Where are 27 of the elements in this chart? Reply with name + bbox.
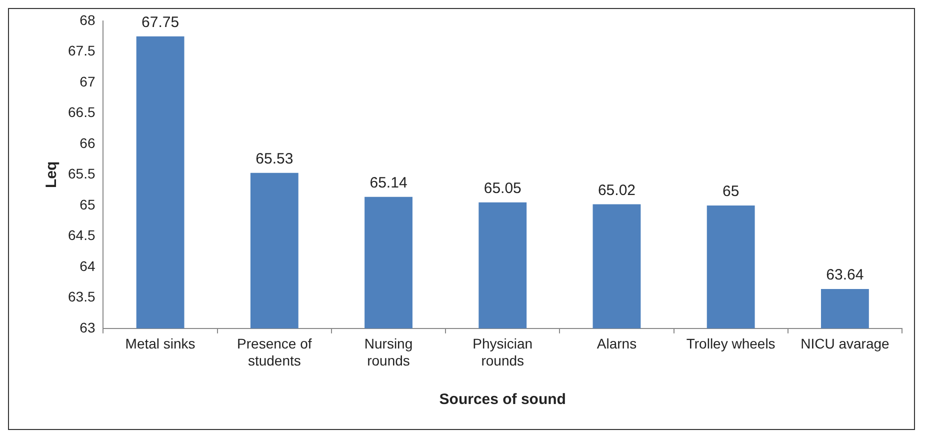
data-label: 65.53: [256, 150, 294, 168]
y-tick-label: 64.5: [68, 227, 96, 244]
y-tick-label: 65.5: [68, 166, 96, 182]
y-tick-label: 68: [80, 12, 96, 28]
x-tick-label: Alarns: [596, 336, 637, 352]
y-tick-label: 66: [80, 134, 96, 151]
y-tick-label: 67: [80, 73, 96, 90]
data-label: 65.05: [484, 180, 522, 198]
y-tick-label: 65: [80, 196, 96, 212]
data-label: 65: [722, 183, 740, 200]
data-label: 65.02: [598, 182, 636, 199]
x-tick-label: Physician rounds: [472, 336, 533, 368]
x-tick-label: Presence of students: [237, 336, 312, 368]
x-axis-title: Sources of sound: [439, 391, 566, 408]
y-tick-label: 64: [80, 258, 96, 274]
x-tick-label: NICU avarage: [800, 336, 890, 352]
data-label: 63.64: [826, 266, 864, 284]
data-label: 65.14: [370, 174, 408, 192]
x-tick-label: Trolley wheels: [686, 336, 776, 352]
y-tick-label: 66.5: [68, 104, 96, 120]
y-tick-label: 63: [80, 319, 96, 336]
x-tick-label: Nursing rounds: [364, 336, 413, 368]
x-tick-label: Metal sinks: [125, 336, 196, 352]
data-label: 67.75: [142, 14, 180, 32]
y-tick-label: 63.5: [68, 288, 96, 305]
y-axis-title: Leq: [43, 161, 60, 188]
y-tick-label: 67.5: [68, 42, 96, 59]
